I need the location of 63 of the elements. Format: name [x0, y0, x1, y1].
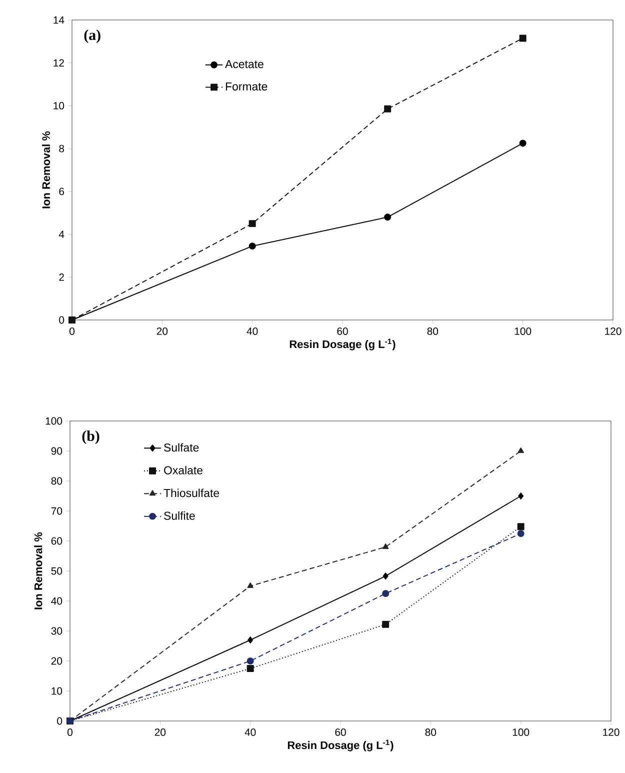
x-tick-label: 20 [156, 328, 168, 335]
point [382, 590, 390, 597]
point [248, 636, 254, 644]
y-tick-label: 6 [59, 188, 64, 196]
y-tick-label: 20 [51, 657, 62, 665]
y-tick-label: 8 [59, 144, 64, 152]
y-tick-label: 50 [51, 567, 62, 575]
point [247, 582, 254, 588]
x-tick-label: 60 [335, 728, 346, 736]
y-tick-label: 0 [59, 316, 64, 324]
point [519, 140, 526, 147]
x-tick-label: 80 [427, 328, 438, 335]
y-tick-label: 0 [57, 717, 62, 725]
point [382, 620, 390, 628]
y-tick-label: 80 [51, 477, 62, 485]
y-tick-label: 10 [54, 102, 64, 110]
x-tick-label: 80 [425, 728, 436, 736]
legend-label: Sulfite [164, 511, 195, 520]
point [517, 523, 524, 530]
x-tick-label: 120 [605, 328, 622, 335]
legend-label: Sulfate [164, 443, 199, 452]
x-tick-label: 0 [69, 328, 74, 335]
y-tick-label: 40 [51, 597, 62, 605]
y-tick-label: 10 [52, 687, 62, 695]
y-axis-title: Ion Removal % [34, 532, 42, 610]
legend-label: Thiosulfate [164, 488, 220, 498]
y-tick-label: 100 [46, 417, 62, 425]
point [518, 492, 524, 500]
x-tick-label: 120 [603, 728, 620, 736]
x-tick-label: 100 [514, 328, 532, 335]
point [384, 214, 392, 221]
y-tick-label: 70 [51, 507, 62, 515]
point [517, 530, 524, 537]
point [518, 448, 524, 453]
point [382, 572, 388, 580]
x-tick-label: 100 [512, 728, 530, 736]
point [382, 544, 389, 549]
y-tick-label: 4 [58, 230, 64, 238]
point [248, 220, 256, 228]
x-tick-label: 20 [154, 728, 166, 736]
point [246, 665, 254, 672]
point [246, 658, 254, 664]
x-axis-title: Resin Dosage (g L$^{-1}$) [290, 338, 396, 350]
legend-label: Formate [226, 82, 268, 90]
annotation: (b) [82, 430, 100, 444]
y-tick-label: 14 [54, 16, 64, 24]
x-axis-title: Resin Dosage (g L$^{-1}$) [288, 740, 394, 752]
y-tick-label: 2 [59, 273, 64, 281]
point [248, 242, 256, 250]
y-tick-label: 90 [51, 447, 62, 455]
legend-label: Acetate [225, 60, 264, 68]
point [384, 105, 392, 112]
x-tick-label: 60 [337, 328, 348, 335]
y-tick-label: 12 [54, 59, 64, 67]
y-tick-label: 60 [51, 537, 62, 545]
x-tick-label: 40 [246, 328, 258, 335]
y-axis-title: Ion Removal % [42, 131, 50, 208]
y-tick-label: 30 [51, 627, 62, 635]
legend-label: Oxalate [164, 466, 202, 474]
x-tick-label: 0 [67, 728, 72, 736]
x-tick-label: 40 [244, 728, 256, 736]
point [519, 34, 526, 42]
annotation: (a) [84, 30, 100, 44]
